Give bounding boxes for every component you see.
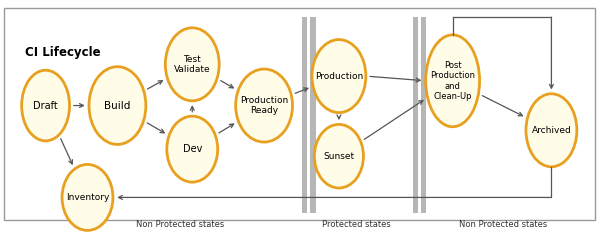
Ellipse shape (167, 116, 218, 182)
Ellipse shape (62, 164, 113, 230)
Ellipse shape (166, 28, 219, 101)
Ellipse shape (236, 69, 293, 142)
Text: Archived: Archived (532, 126, 571, 135)
Ellipse shape (314, 124, 364, 188)
Text: Dev: Dev (182, 144, 202, 154)
Bar (421, 17, 427, 213)
Text: Build: Build (104, 100, 131, 110)
Bar (302, 17, 307, 213)
Bar (413, 17, 418, 213)
Text: Post
Production
and
Clean-Up: Post Production and Clean-Up (430, 61, 475, 101)
Text: Test
Validate: Test Validate (174, 55, 211, 74)
Text: Production: Production (315, 72, 363, 81)
Text: Non Protected states: Non Protected states (136, 220, 224, 229)
Ellipse shape (312, 40, 366, 113)
Text: Production
Ready: Production Ready (240, 96, 288, 115)
Text: Non Protected states: Non Protected states (460, 220, 548, 229)
Text: CI Lifecycle: CI Lifecycle (25, 46, 100, 59)
Ellipse shape (526, 94, 577, 167)
Ellipse shape (426, 35, 479, 127)
Ellipse shape (89, 67, 146, 144)
FancyBboxPatch shape (4, 8, 595, 220)
Ellipse shape (22, 70, 70, 141)
Text: Draft: Draft (33, 100, 58, 110)
Bar (310, 17, 316, 213)
Text: Sunset: Sunset (323, 152, 355, 161)
Text: Inventory: Inventory (66, 193, 109, 202)
Text: Protected states: Protected states (322, 220, 391, 229)
